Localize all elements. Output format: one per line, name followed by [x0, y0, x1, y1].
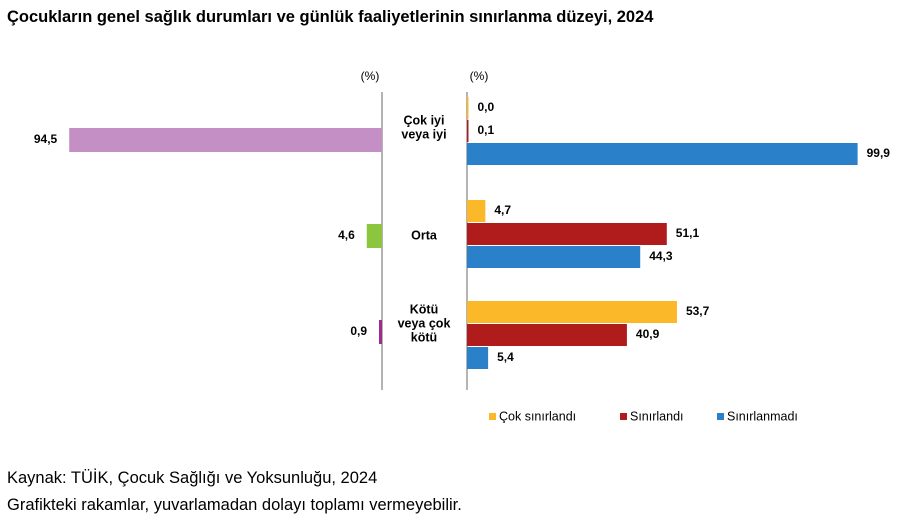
bar-1-3 [467, 301, 677, 323]
bar-value-2-2: 51,1 [676, 226, 700, 240]
bar-value-2-1: 0,1 [478, 123, 495, 137]
bar-2-3 [467, 324, 627, 346]
chart-title: Çocukların genel sağlık durumları ve gün… [7, 8, 654, 26]
category-label-3-line-2: veya çok [398, 316, 451, 330]
left-bar-2 [366, 224, 382, 248]
category-label-2-line-1: Orta [411, 228, 438, 242]
bar-1-1 [467, 97, 469, 119]
left-bar-1 [69, 128, 382, 152]
legend-swatch-2 [620, 413, 627, 420]
bar-3-2 [467, 246, 641, 268]
left-bar-value-3: 0,9 [350, 324, 367, 338]
bar-value-3-3: 5,4 [497, 350, 514, 364]
category-label-3-line-1: Kötü [410, 302, 438, 316]
category-label-1-line-2: veya iyi [401, 127, 446, 141]
rounding-note: Grafikteki rakamlar, yuvarlamadan dolayı… [7, 496, 462, 514]
left-bar-value-2: 4,6 [338, 228, 355, 242]
bar-value-1-3: 53,7 [686, 304, 710, 318]
legend-label-3: Sınırlanmadı [727, 409, 798, 423]
bar-value-1-1: 0,0 [478, 100, 495, 114]
legend-swatch-3 [717, 413, 724, 420]
left-unit-label: (%) [361, 69, 380, 83]
legend-label-1: Çok sınırlandı [499, 409, 576, 423]
category-label-1-line-1: Çok iyi [404, 113, 445, 127]
bar-value-3-2: 44,3 [649, 249, 673, 263]
bar-value-1-2: 4,7 [494, 203, 511, 217]
left-bar-value-1: 94,5 [34, 132, 58, 146]
bar-2-2 [467, 223, 667, 245]
legend-swatch-1 [489, 413, 496, 420]
bar-value-2-3: 40,9 [636, 327, 660, 341]
bar-2-1 [467, 120, 469, 142]
category-label-3-line-3: kötü [411, 330, 437, 344]
right-unit-label: (%) [470, 69, 489, 83]
source-note: Kaynak: TÜİK, Çocuk Sağlığı ve Yoksunluğ… [7, 469, 378, 487]
legend-label-2: Sınırlandı [630, 409, 684, 423]
bar-value-3-1: 99,9 [867, 146, 891, 160]
bar-3-3 [467, 347, 489, 369]
bar-1-2 [467, 200, 486, 222]
bar-3-1 [467, 143, 858, 165]
left-bar-3 [379, 320, 382, 344]
